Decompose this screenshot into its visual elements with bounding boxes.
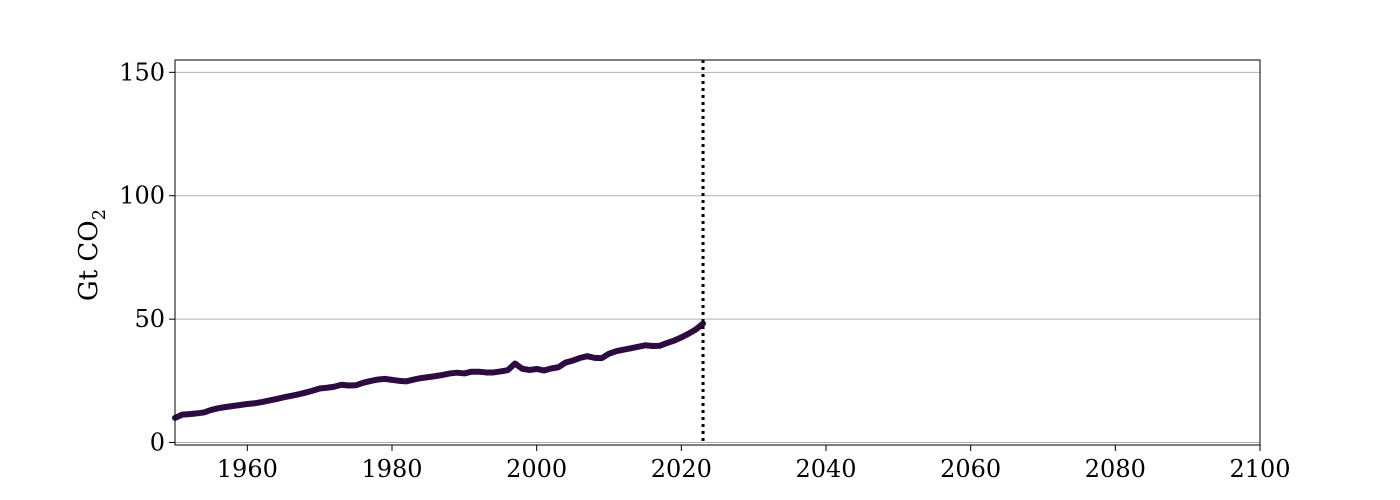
series-line — [172, 320, 707, 421]
y-axis-label-main: Gt CO — [74, 220, 104, 301]
x-tick-label: 2040 — [795, 455, 856, 483]
y-axis: 0 50 100 150 — [119, 58, 175, 457]
series-layer — [172, 320, 707, 421]
x-tick-label: 1980 — [361, 455, 422, 483]
x-tick-label: 2080 — [1085, 455, 1146, 483]
y-tick-label: 100 — [119, 182, 165, 210]
x-tick-label: 1960 — [217, 455, 278, 483]
y-tick-label: 0 — [150, 429, 165, 457]
y-tick-label: 150 — [119, 58, 165, 86]
x-tick-label: 2000 — [506, 455, 567, 483]
x-tick-label: 2100 — [1229, 455, 1290, 483]
plot-area — [174, 59, 1261, 446]
gridlines — [175, 71, 1260, 444]
x-tick-label: 2060 — [940, 455, 1001, 483]
x-tick-label: 2020 — [651, 455, 712, 483]
x-axis: 1960 1980 2000 2020 2040 2060 2080 2100 — [217, 445, 1291, 483]
y-tick-label: 50 — [134, 305, 165, 333]
y-axis-label: Gt CO2 — [74, 209, 110, 301]
y-axis-label-subscript: 2 — [89, 209, 110, 220]
